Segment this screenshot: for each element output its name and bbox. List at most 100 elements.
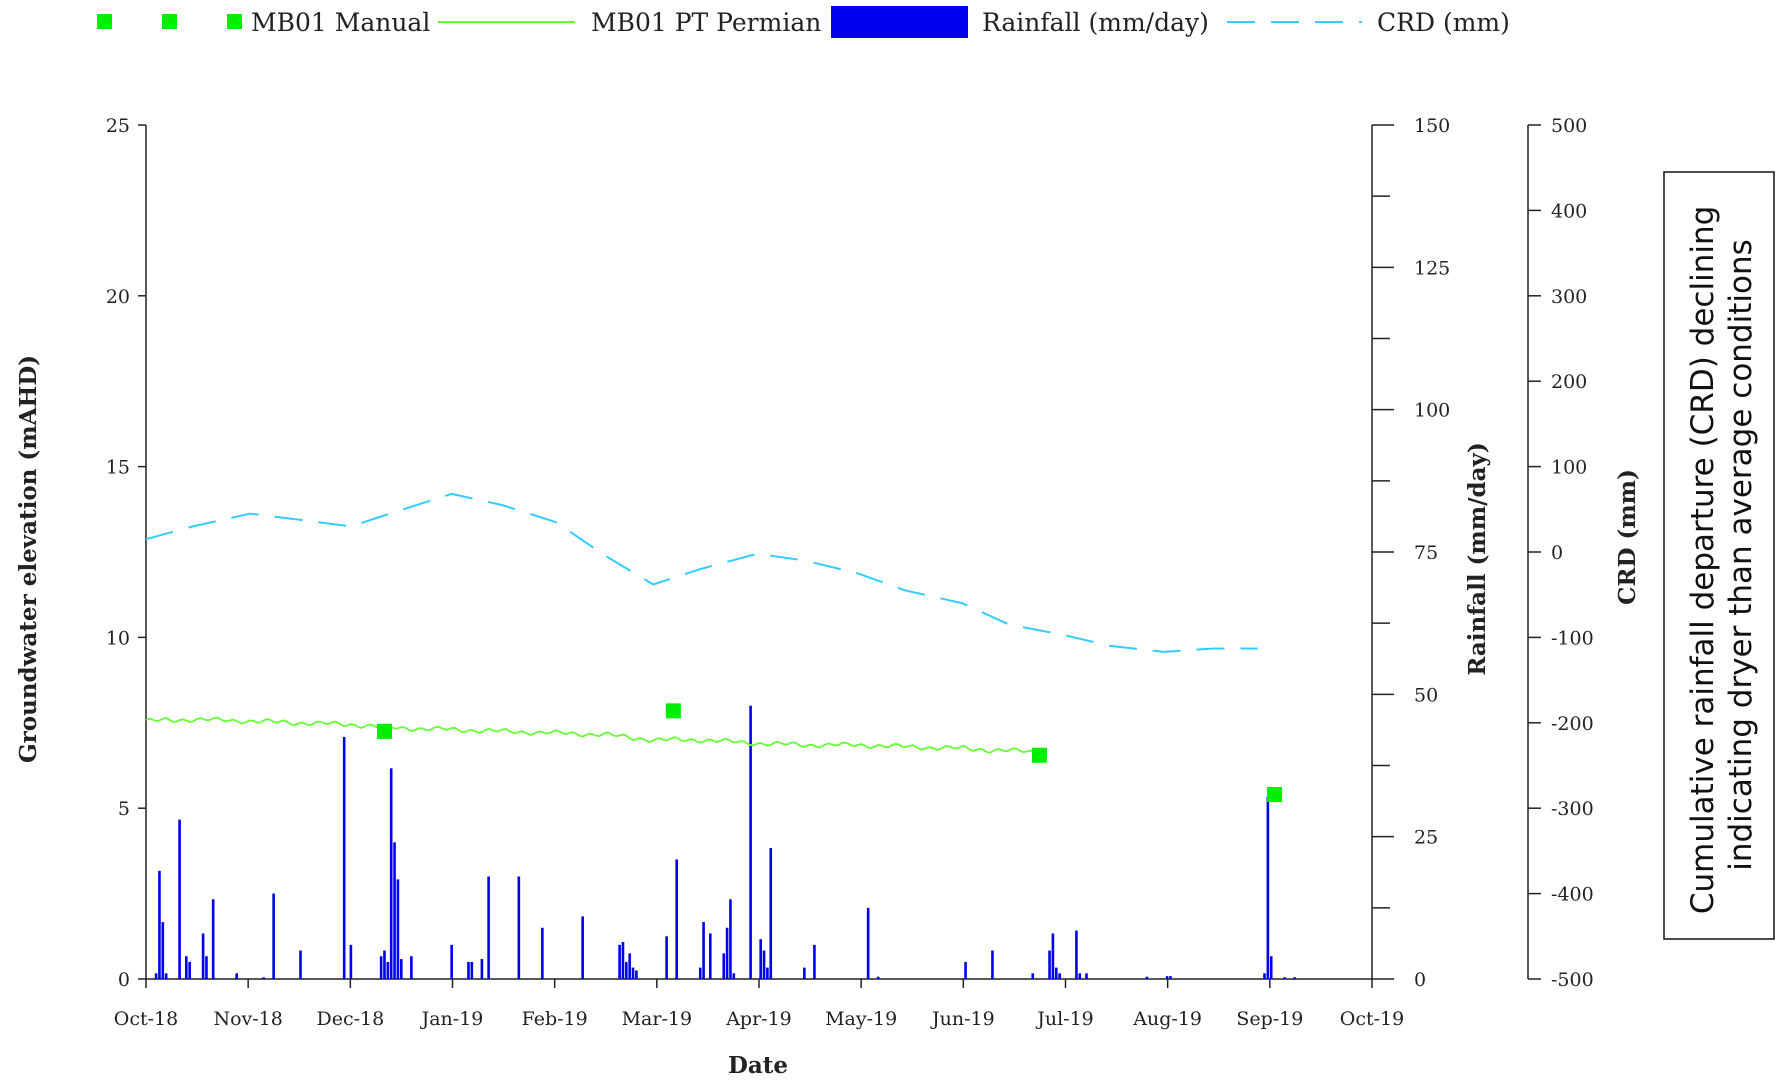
x-axis-title: Date [728, 1052, 788, 1079]
legend-manual-marker-3 [227, 14, 242, 29]
y3-axis-ticks: -500 -400 -300 -200 -100 0 100 200 300 400 500 [1528, 115, 1594, 991]
rainfall-bar [1283, 977, 1286, 979]
rainfall-bar [1169, 976, 1172, 979]
y-tick-label: 5 [118, 798, 130, 820]
rainfall-bar [185, 956, 188, 979]
rainfall-bar [467, 961, 470, 979]
rainfall-bar [769, 848, 773, 979]
rainfall-bar [1165, 976, 1169, 979]
rainfall-bar [154, 973, 158, 979]
rainfall-bar [164, 973, 168, 979]
y3-tick-label: 200 [1551, 371, 1587, 393]
manual-point [1031, 747, 1047, 763]
y3-tick-label: -300 [1551, 798, 1594, 820]
y2-tick-label: 75 [1414, 542, 1438, 564]
x-tick-label: Oct-19 [1340, 1008, 1404, 1030]
rainfall-bar [581, 916, 584, 979]
y3-tick-label: 400 [1551, 200, 1587, 222]
rainfall-bar [702, 922, 705, 979]
rainfall-bar [1263, 973, 1266, 979]
rainfall-bar [635, 970, 638, 979]
rainfall-bar [480, 959, 484, 979]
legend-label-pt: MB01 PT Permian [591, 8, 821, 37]
legend-manual-marker-2 [162, 14, 177, 29]
rainfall-bar [813, 944, 816, 979]
rainfall-bar [1085, 973, 1088, 979]
y2-tick-label: 150 [1414, 115, 1450, 137]
rainfall-bar [541, 927, 544, 979]
rainfall-bar [158, 870, 161, 979]
rainfall-bar [698, 967, 702, 979]
legend-rainfall-swatch [831, 6, 968, 38]
y3-tick-label: -500 [1551, 969, 1594, 991]
rainfall-bar [379, 956, 383, 979]
rainfall-bar [665, 936, 668, 979]
y3-tick-label: 100 [1551, 457, 1587, 479]
y-axis-ticks: 0 5 10 15 20 25 [106, 115, 146, 991]
rainfall-bar [1031, 973, 1035, 979]
crd-line [145, 492, 1258, 653]
manual-point [1267, 787, 1283, 803]
rainfall-bar [732, 973, 736, 979]
legend-label-rainfall: Rainfall (mm/day) [982, 8, 1209, 37]
x-tick-label: Aug-19 [1132, 1008, 1202, 1030]
rainfall-bar [342, 737, 346, 979]
annotation-line-1: Cumulative rainfall departure (CRD) decl… [1685, 206, 1721, 914]
rainfall-bar [628, 953, 631, 979]
rainfall-bar [1266, 796, 1270, 979]
rainfall-bar [386, 961, 390, 979]
crd-series [145, 492, 1258, 653]
rainfall-bar [1078, 973, 1082, 979]
x-tick-label: Apr-19 [725, 1008, 792, 1030]
rainfall-bar [1075, 930, 1078, 979]
legend-label-crd: CRD (mm) [1377, 8, 1510, 37]
rainfall-bar [487, 876, 490, 979]
rainfall-bar [631, 967, 635, 979]
y3-tick-label: 500 [1551, 115, 1587, 137]
rainfall-bar [725, 927, 729, 979]
rainfall-bar [396, 879, 400, 979]
x-tick-label: Jun-19 [930, 1008, 995, 1030]
y3-tick-label: -400 [1551, 884, 1594, 906]
x-tick-label: Feb-19 [522, 1008, 588, 1030]
y2-tick-label: 50 [1414, 684, 1438, 706]
rainfall-bar [235, 973, 238, 979]
rainfall-bar [729, 899, 732, 979]
y2-tick-label: 100 [1414, 400, 1450, 422]
rainfall-bar [470, 961, 474, 979]
x-tick-label: Dec-18 [316, 1008, 384, 1030]
rainfall-bar [1048, 950, 1051, 979]
rainfall-bar [964, 961, 967, 979]
rainfall-bar [349, 944, 353, 979]
rainfall-bar [708, 933, 712, 979]
rainfall-bar [1058, 973, 1061, 979]
y-tick-label: 15 [106, 457, 130, 479]
legend-manual-marker-1 [97, 14, 112, 29]
rainfall-bar [762, 950, 766, 979]
x-axis-ticks: Oct-18 Nov-18 Dec-18 Jan-19 Feb-19 Mar-19 Apr-… [114, 979, 1404, 1030]
rainfall-bar [389, 768, 393, 979]
manual-point [376, 723, 392, 739]
y2-tick-label: 0 [1414, 969, 1426, 991]
rainfall-bar [178, 819, 181, 979]
manual-point [665, 703, 681, 719]
y-tick-label: 0 [118, 969, 130, 991]
rainfall-bar [621, 941, 625, 979]
rainfall-bar [759, 939, 762, 979]
x-tick-label: Oct-18 [114, 1008, 178, 1030]
rainfall-bar [299, 950, 302, 979]
y2-tick-label: 25 [1414, 827, 1438, 849]
rainfall-bar [517, 876, 521, 979]
rainfall-bar [410, 956, 413, 979]
rainfall-bar [1051, 933, 1055, 979]
rainfall-bar [399, 959, 403, 979]
y2-axis-ticks: 0 25 50 75 100 125 150 [1372, 115, 1450, 991]
rainfall-bar [383, 950, 386, 979]
y-tick-label: 20 [106, 286, 130, 308]
rainfall-bar [803, 967, 806, 979]
annotation-line-2: indicating dryer than average conditions [1723, 239, 1759, 871]
pt-permian-line [145, 716, 1040, 756]
annotation-box: Cumulative rainfall departure (CRD) decl… [1663, 171, 1775, 940]
rainfall-bar [625, 961, 628, 979]
